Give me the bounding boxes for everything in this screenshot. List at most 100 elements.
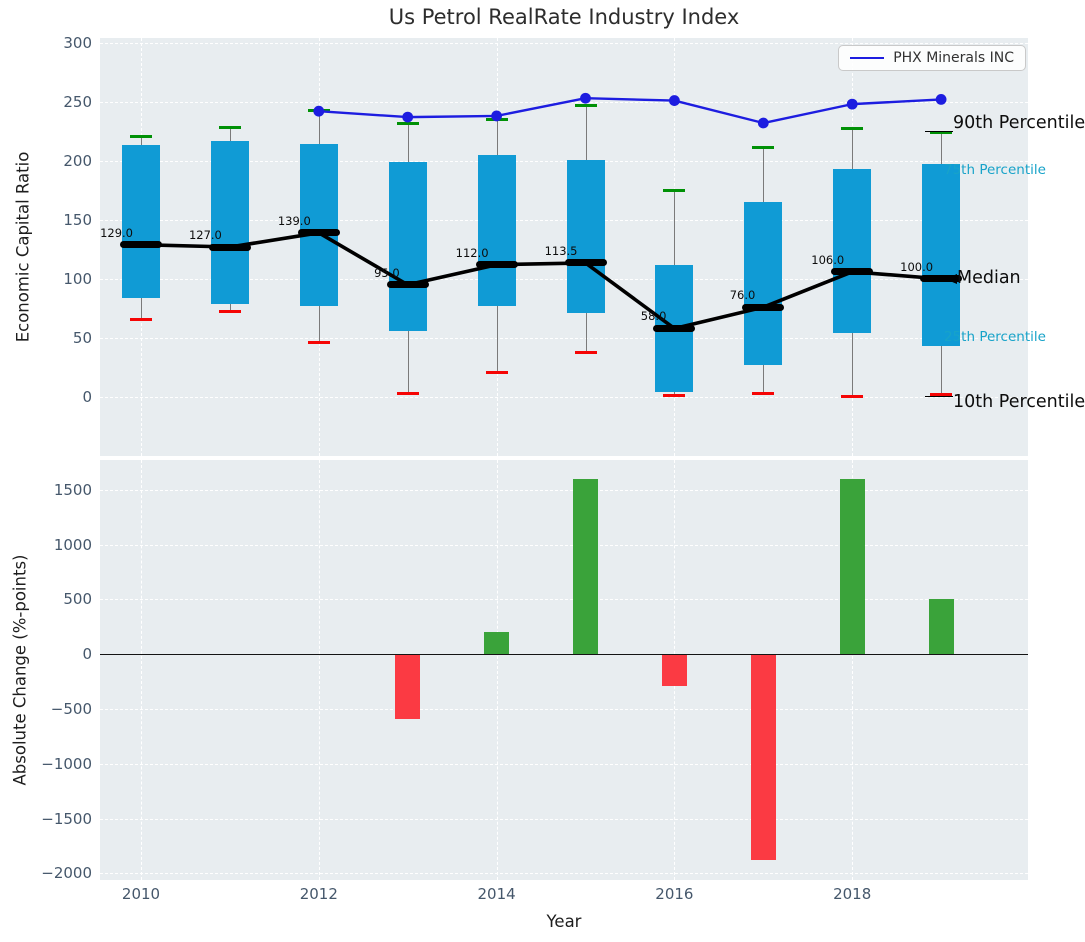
- change-bar-negative: [750, 654, 776, 861]
- line-layer: [139, 92, 947, 331]
- percentile-box: [744, 202, 783, 366]
- annotation-leader-line: [925, 131, 953, 133]
- y-axis-label-top: Economic Capital Ratio: [13, 151, 33, 343]
- median-value-label: 127.0: [188, 228, 222, 242]
- change-bar-positive: [928, 599, 954, 655]
- grid-line-horizontal: [100, 489, 1028, 491]
- whisker-cap-10th: [485, 370, 508, 374]
- company-line-marker: [757, 117, 769, 129]
- annotation-arrow: [945, 273, 957, 284]
- y-tick-label: 150: [63, 210, 92, 229]
- company-line-marker: [846, 98, 858, 110]
- y-tick-label: −500: [50, 700, 92, 719]
- annotation-75th-percentile: 75th Percentile: [944, 161, 1046, 178]
- percentile-box: [122, 145, 160, 298]
- y-axis-label-bottom: Absolute Change (%-points): [10, 554, 30, 786]
- annotation-90th-percentile: 90th Percentile: [953, 113, 1085, 134]
- y-tick-label: 0: [82, 645, 92, 664]
- median-value-label: 112.0: [455, 245, 489, 260]
- whisker-cap-10th: [930, 393, 953, 397]
- whisker-cap-90th: [930, 130, 953, 134]
- change-bar-negative: [395, 654, 421, 719]
- y-tick-label: 500: [63, 590, 92, 609]
- top-plot-area: 129.0 127.0 139.0 95.0 112.0 113.5 58.0 76.0 106…: [100, 38, 1028, 456]
- grid-line-vertical: [318, 460, 320, 880]
- x-tick-label: 2016: [655, 885, 694, 903]
- grid-line-horizontal: [100, 544, 1028, 546]
- legend-label: PHX Minerals INC: [893, 50, 1014, 66]
- whisker-cap-90th: [396, 121, 419, 125]
- whisker-cap-90th: [841, 127, 864, 131]
- whisker-cap-90th: [752, 146, 775, 150]
- whisker-cap-10th: [396, 391, 419, 395]
- change-bar-positive: [484, 632, 510, 655]
- company-line-marker: [669, 95, 680, 106]
- median-dash: [475, 261, 518, 269]
- y-tick-label: −2000: [41, 864, 92, 883]
- grid-line-horizontal: [100, 396, 1028, 398]
- median-value-label: 139.0: [277, 213, 311, 228]
- y-tick-label: 0: [82, 387, 92, 406]
- whisker-cap-90th: [574, 103, 597, 107]
- x-tick-label: 2018: [833, 885, 872, 903]
- whisker-cap-10th: [841, 395, 864, 399]
- grid-line-horizontal: [100, 219, 1028, 221]
- grid-line-horizontal: [100, 278, 1028, 280]
- whisker-cap-10th: [307, 341, 330, 345]
- percentile-box: [210, 140, 249, 304]
- change-bar-positive: [839, 478, 865, 655]
- percentile-box: [566, 159, 605, 314]
- median-dash: [742, 303, 785, 311]
- median-value-label: 95.0: [374, 265, 400, 280]
- company-line-marker: [491, 110, 502, 122]
- legend-line-swatch: [850, 56, 885, 60]
- company-line-marker: [313, 105, 325, 117]
- y-tick-label: −1500: [41, 809, 92, 828]
- median-value-label: 76.0: [729, 288, 756, 303]
- zero-line: [100, 653, 1028, 655]
- grid-line-vertical: [496, 460, 498, 880]
- median-dash: [653, 324, 696, 332]
- y-tick-label: 300: [63, 33, 92, 52]
- bottom-plot-area: [100, 460, 1028, 880]
- median-dash: [920, 275, 963, 283]
- percentile-box: [833, 169, 872, 334]
- company-line-marker: [402, 111, 414, 123]
- annotation-median: Median: [957, 267, 1021, 288]
- y-tick-label: 50: [72, 328, 92, 347]
- whisker-cap-90th: [663, 188, 686, 192]
- x-tick-label: 2014: [477, 885, 516, 903]
- median-value-label: 113.5: [544, 243, 578, 258]
- legend: PHX Minerals INC: [838, 45, 1026, 71]
- grid-line-horizontal: [100, 599, 1028, 601]
- whisker-cap-90th: [218, 126, 241, 130]
- whisker-cap-10th: [574, 350, 597, 354]
- company-line-marker: [580, 92, 591, 104]
- change-bar-negative: [661, 654, 687, 686]
- median-dash: [386, 281, 429, 289]
- y-tick-label: 250: [63, 92, 92, 111]
- whisker-cap-10th: [130, 317, 152, 321]
- y-tick-label: −1000: [41, 754, 92, 773]
- percentile-box: [477, 154, 516, 307]
- percentile-box: [388, 161, 427, 331]
- y-tick-label: 100: [63, 269, 92, 288]
- change-bar-positive: [573, 478, 598, 655]
- median-dash: [564, 259, 607, 267]
- company-line-marker: [935, 94, 947, 105]
- median-dash: [297, 229, 340, 237]
- median-value-label: 129.0: [100, 225, 133, 240]
- median-value-label: 58.0: [640, 309, 667, 324]
- median-dash: [120, 241, 162, 249]
- x-tick-label: 2010: [121, 885, 161, 903]
- grid-line-horizontal: [100, 337, 1028, 339]
- x-tick-label: 2012: [299, 885, 338, 903]
- grid-line-horizontal: [100, 818, 1028, 820]
- grid-line-vertical: [852, 460, 854, 880]
- median-value-label: 100.0: [900, 259, 934, 274]
- grid-line-horizontal: [100, 873, 1028, 875]
- y-tick-label: 200: [63, 151, 92, 170]
- annotation-25th-percentile: 25th Percentile: [944, 329, 1046, 346]
- median-dash: [831, 268, 874, 276]
